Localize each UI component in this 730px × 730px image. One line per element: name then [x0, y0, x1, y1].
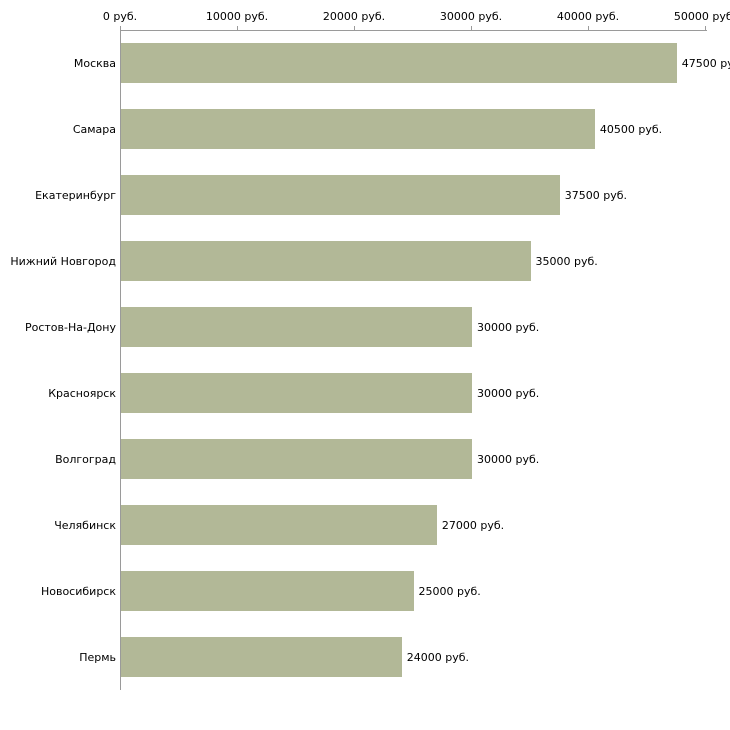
- x-tick-label: 50000 руб.: [673, 10, 730, 23]
- x-tick-label: 0 руб.: [102, 10, 138, 23]
- bar-row: Екатеринбург 37500 руб.: [0, 162, 730, 228]
- plot-area: Москва 47500 руб. Самара 40500 руб. Екатерин…: [0, 30, 730, 690]
- bar-track: 47500 руб.: [120, 30, 730, 96]
- category-label: Екатеринбург: [35, 188, 116, 202]
- x-tick-label: 30000 руб.: [439, 10, 503, 23]
- value-label: 30000 руб.: [477, 452, 540, 466]
- bar-row: Волгоград 30000 руб.: [0, 426, 730, 492]
- value-label: 27000 руб.: [441, 518, 505, 532]
- category-label: Самара: [72, 122, 116, 136]
- category-label: Новосибирск: [40, 584, 116, 598]
- bar-row: Самара 40500 руб.: [0, 96, 730, 162]
- bar-row: Ростов-На-Дону 30000 руб.: [0, 294, 730, 360]
- bar-track: 35000 руб.: [120, 228, 730, 294]
- bar-track: 30000 руб.: [120, 294, 730, 360]
- bar-row: Москва 47500 руб.: [0, 30, 730, 96]
- value-label: 37500 руб.: [564, 188, 628, 202]
- bar: [121, 43, 677, 83]
- category-label: Ростов-На-Дону: [24, 320, 116, 334]
- x-tick-mark: [120, 26, 121, 30]
- bar-track: 40500 руб.: [120, 96, 730, 162]
- bar: [121, 505, 437, 545]
- value-label: 30000 руб.: [477, 386, 540, 400]
- x-tick-label: 20000 руб.: [322, 10, 386, 23]
- bar-track: 27000 руб.: [120, 492, 730, 558]
- bar-row: Красноярск 30000 руб.: [0, 360, 730, 426]
- bar-track: 30000 руб.: [120, 426, 730, 492]
- bar: [121, 637, 402, 677]
- x-tick-label: 40000 руб.: [556, 10, 620, 23]
- value-label: 24000 руб.: [406, 650, 470, 664]
- bar-track: 37500 руб.: [120, 162, 730, 228]
- x-tick-mark: [237, 26, 238, 30]
- value-label: 30000 руб.: [477, 320, 540, 334]
- bar: [121, 439, 472, 479]
- bar: [121, 175, 560, 215]
- value-label: 25000 руб.: [418, 584, 481, 598]
- category-label: Красноярск: [48, 386, 116, 400]
- bar-row: Нижний Новгород 35000 руб.: [0, 228, 730, 294]
- bar: [121, 571, 414, 611]
- value-label: 47500 руб.: [681, 56, 730, 70]
- x-tick-label: 10000 руб.: [205, 10, 269, 23]
- x-tick-mark: [705, 26, 706, 30]
- x-axis: 0 руб. 10000 руб. 20000 руб. 30000 руб. 4000…: [0, 0, 730, 30]
- bar-track: 30000 руб.: [120, 360, 730, 426]
- value-label: 35000 руб.: [535, 254, 598, 268]
- x-axis-line: [120, 30, 707, 31]
- bar-row: Новосибирск 25000 руб.: [0, 558, 730, 624]
- category-label: Нижний Новгород: [10, 254, 116, 268]
- category-label: Пермь: [79, 650, 116, 664]
- bar: [121, 109, 595, 149]
- y-axis-line: [120, 30, 121, 690]
- category-label: Волгоград: [55, 452, 116, 466]
- bar-track: 25000 руб.: [120, 558, 730, 624]
- category-label: Челябинск: [54, 518, 116, 532]
- bar-track: 24000 руб.: [120, 624, 730, 690]
- x-tick-mark: [354, 26, 355, 30]
- x-tick-mark: [471, 26, 472, 30]
- bar-row: Пермь 24000 руб.: [0, 624, 730, 690]
- bar: [121, 373, 472, 413]
- bar: [121, 307, 472, 347]
- bar-row: Челябинск 27000 руб.: [0, 492, 730, 558]
- category-label: Москва: [73, 56, 116, 70]
- value-label: 40500 руб.: [599, 122, 663, 136]
- bar: [121, 241, 531, 281]
- x-tick-mark: [588, 26, 589, 30]
